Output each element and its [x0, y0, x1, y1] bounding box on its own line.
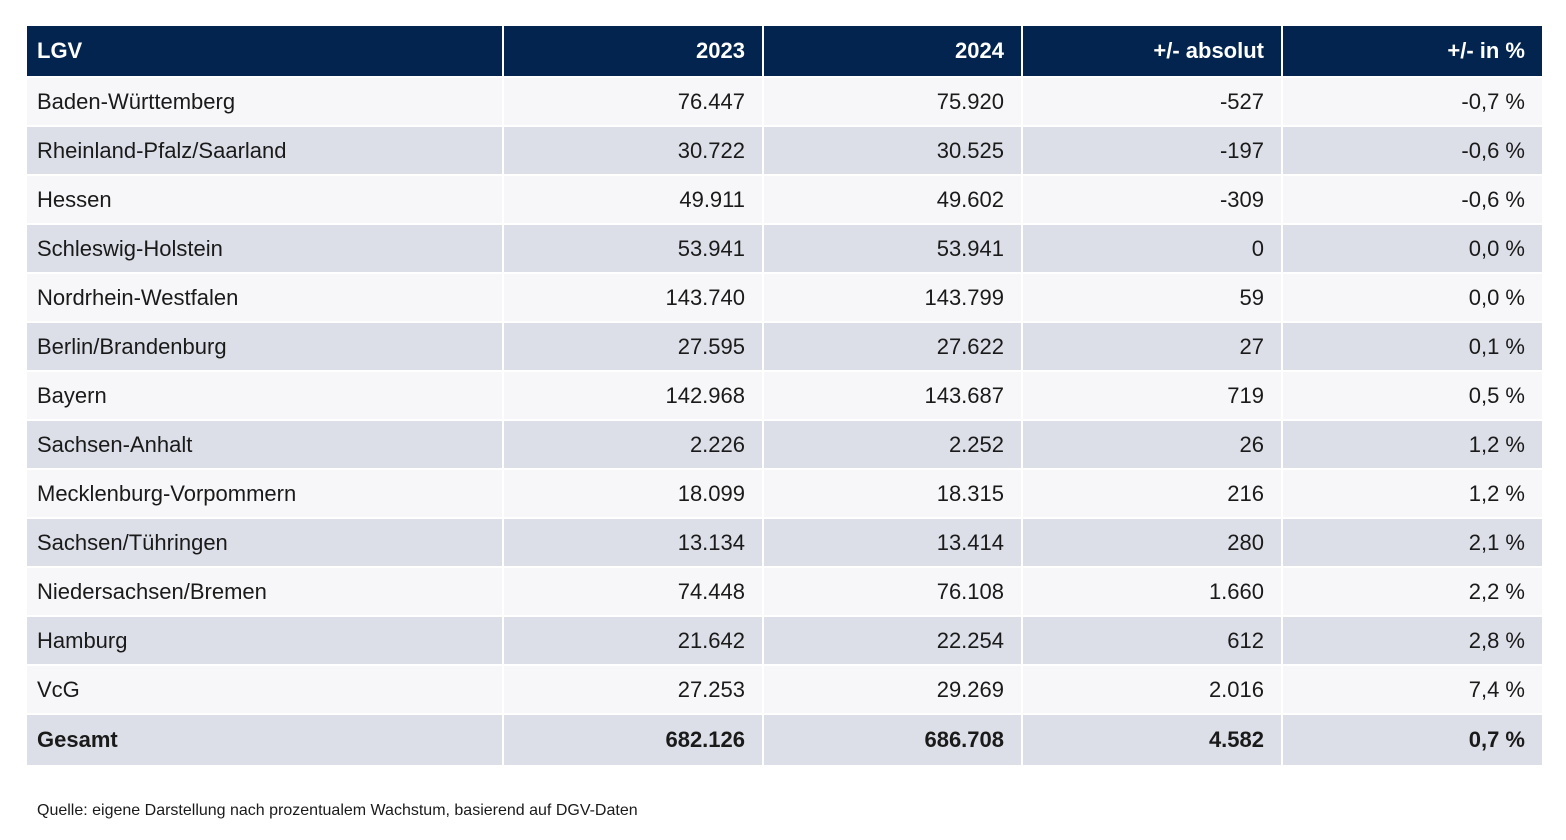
cell-percent-change: -0,7 % — [1282, 77, 1542, 127]
cell-lgv: Hamburg — [27, 616, 504, 666]
cell-percent-change: -0,6 % — [1282, 126, 1542, 176]
cell-2024: 30.525 — [763, 126, 1023, 176]
cell-2024: 29.269 — [763, 665, 1023, 715]
table-row: Hessen 49.911 49.602 -309 -0,6 % — [27, 175, 1542, 225]
header-percent-change: +/- in % — [1282, 26, 1542, 78]
source-note: Quelle: eigene Darstellung nach prozentu… — [37, 802, 638, 819]
cell-2024: 22.254 — [763, 616, 1023, 666]
cell-2023: 49.911 — [503, 175, 764, 225]
cell-percent-change: 1,2 % — [1282, 420, 1542, 470]
cell-absolute-change: 27 — [1022, 322, 1283, 372]
cell-2024: 49.602 — [763, 175, 1023, 225]
table-row: Berlin/Brandenburg 27.595 27.622 27 0,1 % — [27, 322, 1542, 372]
cell-lgv: Hessen — [27, 175, 504, 225]
table-row: Bayern 142.968 143.687 719 0,5 % — [27, 371, 1542, 421]
cell-percent-change: 2,2 % — [1282, 567, 1542, 617]
cell-2023: 21.642 — [503, 616, 764, 666]
total-absolute-change: 4.582 — [1022, 714, 1283, 767]
cell-absolute-change: 2.016 — [1022, 665, 1283, 715]
cell-2023: 142.968 — [503, 371, 764, 421]
cell-2023: 76.447 — [503, 77, 764, 127]
header-2024: 2024 — [763, 26, 1023, 78]
cell-lgv: Bayern — [27, 371, 504, 421]
cell-percent-change: 0,0 % — [1282, 273, 1542, 323]
total-row: Gesamt 682.126 686.708 4.582 0,7 % — [27, 714, 1542, 767]
table-row: Sachsen-Anhalt 2.226 2.252 26 1,2 % — [27, 420, 1542, 470]
cell-2024: 27.622 — [763, 322, 1023, 372]
cell-absolute-change: -197 — [1022, 126, 1283, 176]
cell-lgv: Mecklenburg-Vorpommern — [27, 469, 504, 519]
total-2024: 686.708 — [763, 714, 1023, 767]
cell-percent-change: 2,1 % — [1282, 518, 1542, 568]
cell-2023: 2.226 — [503, 420, 764, 470]
total-percent-change: 0,7 % — [1282, 714, 1542, 767]
cell-percent-change: 0,5 % — [1282, 371, 1542, 421]
cell-absolute-change: 216 — [1022, 469, 1283, 519]
cell-lgv: Sachsen/Tühringen — [27, 518, 504, 568]
cell-lgv: Niedersachsen/Bremen — [27, 567, 504, 617]
cell-absolute-change: 719 — [1022, 371, 1283, 421]
cell-percent-change: 0,0 % — [1282, 224, 1542, 274]
total-2023: 682.126 — [503, 714, 764, 767]
cell-lgv: VcG — [27, 665, 504, 715]
cell-lgv: Rheinland-Pfalz/Saarland — [27, 126, 504, 176]
table-header-row: LGV 2023 2024 +/- absolut +/- in % — [27, 26, 1542, 78]
cell-percent-change: 1,2 % — [1282, 469, 1542, 519]
cell-2024: 143.799 — [763, 273, 1023, 323]
table-row: Schleswig-Holstein 53.941 53.941 0 0,0 % — [27, 224, 1542, 274]
cell-lgv: Sachsen-Anhalt — [27, 420, 504, 470]
table-row: Mecklenburg-Vorpommern 18.099 18.315 216 1,2… — [27, 469, 1542, 519]
table-row: Rheinland-Pfalz/Saarland 30.722 30.525 -197… — [27, 126, 1542, 176]
cell-percent-change: 7,4 % — [1282, 665, 1542, 715]
header-absolute-change: +/- absolut — [1022, 26, 1283, 78]
table-row: Nordrhein-Westfalen 143.740 143.799 59 0,0 % — [27, 273, 1542, 323]
cell-absolute-change: 612 — [1022, 616, 1283, 666]
cell-lgv: Berlin/Brandenburg — [27, 322, 504, 372]
table-row: Sachsen/Tühringen 13.134 13.414 280 2,1 % — [27, 518, 1542, 568]
cell-2023: 13.134 — [503, 518, 764, 568]
cell-2024: 76.108 — [763, 567, 1023, 617]
table-body: Baden-Württemberg 76.447 75.920 -527 -0,7 % R… — [27, 77, 1542, 767]
cell-absolute-change: 1.660 — [1022, 567, 1283, 617]
cell-absolute-change: 280 — [1022, 518, 1283, 568]
cell-2023: 18.099 — [503, 469, 764, 519]
cell-2023: 27.253 — [503, 665, 764, 715]
cell-lgv: Nordrhein-Westfalen — [27, 273, 504, 323]
cell-lgv: Schleswig-Holstein — [27, 224, 504, 274]
header-lgv: LGV — [27, 26, 504, 78]
table-row: Baden-Württemberg 76.447 75.920 -527 -0,7 % — [27, 77, 1542, 127]
cell-2024: 53.941 — [763, 224, 1023, 274]
cell-2023: 30.722 — [503, 126, 764, 176]
cell-2024: 143.687 — [763, 371, 1023, 421]
cell-2024: 13.414 — [763, 518, 1023, 568]
cell-absolute-change: -309 — [1022, 175, 1283, 225]
table-row: Niedersachsen/Bremen 74.448 76.108 1.660 2,2… — [27, 567, 1542, 617]
cell-percent-change: 2,8 % — [1282, 616, 1542, 666]
cell-absolute-change: 59 — [1022, 273, 1283, 323]
header-2023: 2023 — [503, 26, 764, 78]
data-table-container: LGV 2023 2024 +/- absolut +/- in % Baden… — [27, 26, 1542, 767]
cell-absolute-change: 26 — [1022, 420, 1283, 470]
cell-absolute-change: 0 — [1022, 224, 1283, 274]
cell-lgv: Baden-Württemberg — [27, 77, 504, 127]
cell-2024: 18.315 — [763, 469, 1023, 519]
cell-2024: 75.920 — [763, 77, 1023, 127]
cell-2023: 27.595 — [503, 322, 764, 372]
cell-percent-change: 0,1 % — [1282, 322, 1542, 372]
cell-2023: 74.448 — [503, 567, 764, 617]
cell-2023: 143.740 — [503, 273, 764, 323]
cell-percent-change: -0,6 % — [1282, 175, 1542, 225]
table-row: Hamburg 21.642 22.254 612 2,8 % — [27, 616, 1542, 666]
cell-2024: 2.252 — [763, 420, 1023, 470]
table-row: VcG 27.253 29.269 2.016 7,4 % — [27, 665, 1542, 715]
total-label: Gesamt — [27, 714, 504, 767]
cell-2023: 53.941 — [503, 224, 764, 274]
lgv-table: LGV 2023 2024 +/- absolut +/- in % Baden… — [27, 26, 1542, 767]
cell-absolute-change: -527 — [1022, 77, 1283, 127]
